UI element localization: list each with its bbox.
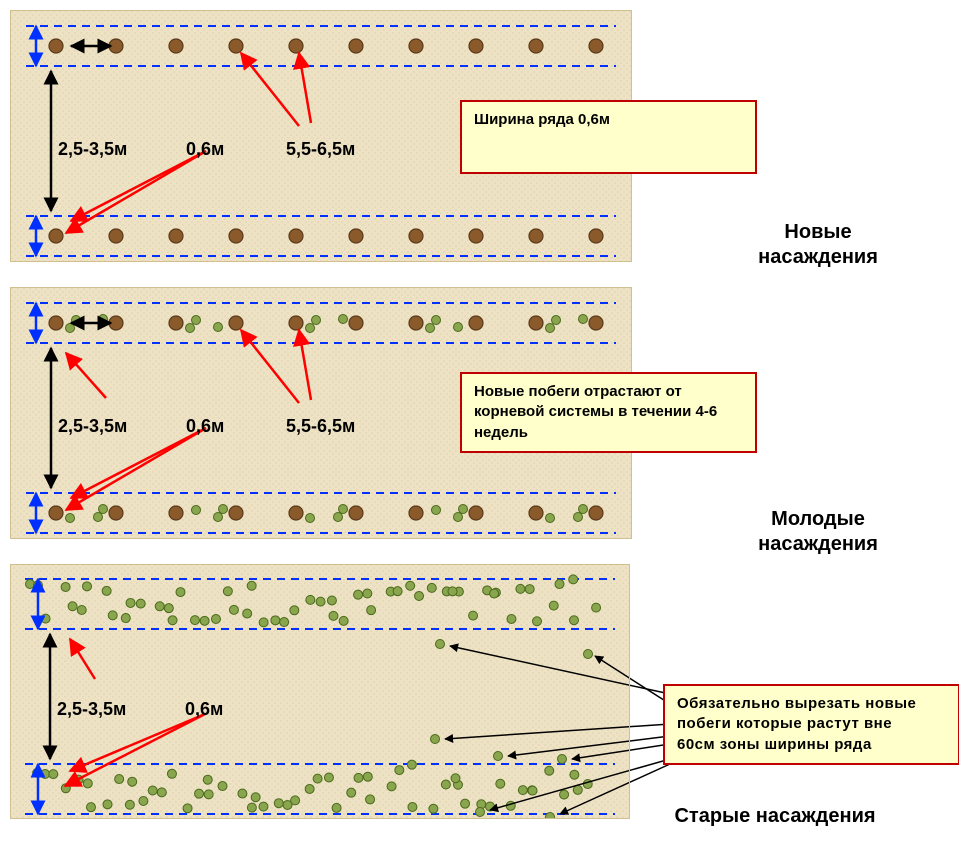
dimension-text: 2,5-3,5м [57, 699, 126, 720]
callout-text: Новые побеги отрастают от корневой систе… [474, 383, 717, 441]
panel-label-new: Новые насаждения [678, 220, 958, 270]
panel-old-plantings: 2,5-3,5м 0,6м Обязательно вырезать новые … [10, 564, 959, 819]
dimension-text: 0,6м [186, 416, 224, 437]
callout-new-shoots: Новые побеги отрастают от корневой систе… [460, 372, 757, 453]
dimension-text: 2,5-3,5м [58, 139, 127, 160]
panel-new-plantings: 2,5-3,5м 0,6м 5,5-6,5м Ширина ряда 0,6м Но… [10, 10, 959, 262]
callout-row-width: Ширина ряда 0,6м [460, 100, 757, 174]
dimension-text: 2,5-3,5м [58, 416, 127, 437]
dimension-text: 0,6м [186, 139, 224, 160]
label-line-1: Новые [784, 221, 851, 243]
callout-cut-shoots: Обязательно вырезать новые побеги которы… [663, 684, 959, 765]
label-line-1: Молодые [771, 508, 865, 530]
callout-text: Обязательно вырезать новые побеги которы… [677, 695, 916, 753]
label-text: Старые насаждения [674, 805, 875, 827]
dimension-text: 5,5-6,5м [286, 139, 355, 160]
label-line-2: насаждения [758, 246, 878, 268]
callout-text: Ширина ряда 0,6м [474, 111, 610, 128]
panel-young-plantings: 2,5-3,5м 0,6м 5,5-6,5м Новые побеги отраст… [10, 287, 959, 539]
panel-label-old: Старые насаждения [575, 804, 959, 829]
dimension-text: 0,6м [185, 699, 223, 720]
panel-label-young: Молодые насаждения [678, 507, 958, 557]
dimension-text: 5,5-6,5м [286, 416, 355, 437]
label-line-2: насаждения [758, 533, 878, 555]
